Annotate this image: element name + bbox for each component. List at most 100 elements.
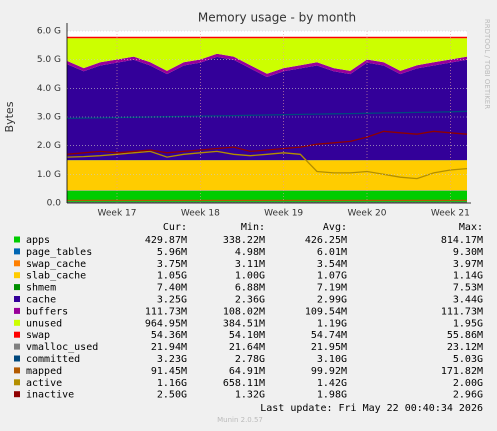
- y-tick-label: 4.0 G: [37, 84, 61, 94]
- legend-value: 338.22M: [223, 235, 265, 246]
- legend-value: 5.96M: [157, 247, 187, 258]
- y-tick-label: 5.0 G: [37, 55, 61, 65]
- legend-value: 1.98G: [317, 390, 347, 401]
- legend-value: 1.95G: [453, 318, 483, 329]
- legend-value: 2.36G: [235, 295, 265, 306]
- area: [67, 36, 467, 39]
- legend-value: 3.97M: [453, 259, 483, 270]
- legend-label: swap_cache: [26, 259, 86, 270]
- legend-value: 3.11M: [235, 259, 265, 270]
- legend-swatch: [14, 272, 20, 279]
- line: [66, 110, 468, 120]
- legend-value: 1.07G: [317, 271, 347, 282]
- legend-value: 814.17M: [441, 235, 483, 246]
- y-tick-label: 6.0 G: [37, 27, 61, 37]
- y-tick-label: 2.0 G: [37, 141, 61, 151]
- legend-value: 4.98M: [235, 247, 265, 258]
- legend-swatch: [14, 296, 20, 302]
- legend-value: 111.73M: [145, 306, 187, 317]
- legend-swatch: [14, 391, 20, 398]
- legend-label: buffers: [26, 306, 68, 317]
- legend-value: 5.03G: [453, 354, 483, 365]
- legend-value: 108.02M: [223, 306, 265, 317]
- legend-value: 64.91M: [229, 366, 265, 377]
- legend-swatch: [14, 284, 20, 291]
- legend-value: 426.25M: [305, 235, 347, 246]
- legend-header: Avg:: [323, 222, 347, 233]
- x-tick-label: Week 18: [181, 209, 220, 219]
- legend-value: 7.40M: [157, 283, 187, 294]
- legend-value: 964.95M: [145, 318, 187, 329]
- legend-label: inactive: [26, 390, 74, 401]
- legend-value: 7.53M: [453, 283, 483, 294]
- legend-value: 2.99G: [317, 295, 347, 306]
- footer: Last update: Fri May 22 00:40:34 2026: [260, 403, 483, 414]
- legend-swatch: [14, 331, 20, 338]
- legend-header: Min:: [241, 222, 265, 233]
- legend-value: 3.44G: [453, 295, 483, 306]
- y-axis-label: Bytes: [3, 101, 16, 132]
- legend-value: 384.51M: [223, 318, 265, 329]
- legend-value: 21.94M: [151, 342, 187, 353]
- legend-value: 171.82M: [441, 366, 483, 377]
- legend-value: 2.96G: [453, 390, 483, 401]
- legend-label: committed: [26, 354, 80, 365]
- plot: [66, 36, 468, 204]
- legend-label: apps: [26, 235, 50, 246]
- x-tick-label: Week 19: [264, 209, 303, 219]
- legend-value: 54.74M: [311, 330, 347, 341]
- area: [67, 190, 467, 203]
- legend-label: unused: [26, 318, 62, 329]
- x-tick-label: Week 20: [348, 209, 387, 219]
- legend-value: 21.64M: [229, 342, 265, 353]
- legend-swatch: [14, 307, 20, 314]
- x-tick-label: Week 21: [431, 209, 470, 219]
- legend-value: 2.00G: [453, 378, 483, 389]
- legend-header: Cur:: [163, 222, 187, 233]
- legend-label: cache: [26, 295, 56, 306]
- legend-value: 55.86M: [447, 330, 483, 341]
- legend-value: 1.14G: [453, 271, 483, 282]
- legend-swatch: [14, 367, 20, 374]
- legend-swatch: [14, 379, 20, 386]
- area: [67, 160, 467, 191]
- legend-value: 9.30M: [453, 247, 483, 258]
- legend-value: 3.75M: [157, 259, 187, 270]
- line: [66, 130, 468, 155]
- legend-label: page_tables: [26, 247, 92, 258]
- legend-value: 1.19G: [317, 318, 347, 329]
- legend-value: 658.11M: [223, 378, 265, 389]
- legend-value: 99.92M: [311, 366, 347, 377]
- legend-value: 2.50G: [157, 390, 187, 401]
- legend-value: 21.95M: [311, 342, 347, 353]
- legend-value: 3.23G: [157, 354, 187, 365]
- legend-value: 91.45M: [151, 366, 187, 377]
- legend-header: Max:: [459, 222, 483, 233]
- legend-value: 54.10M: [229, 330, 265, 341]
- side-label: RRDTOOL / TOBI OETIKER: [483, 19, 491, 109]
- legend-value: 109.54M: [305, 306, 347, 317]
- legend-value: 54.36M: [151, 330, 187, 341]
- legend-label: active: [26, 378, 62, 389]
- legend-value: 2.78G: [235, 354, 265, 365]
- legend-swatch: [14, 236, 20, 243]
- legend-value: 3.54M: [317, 259, 347, 270]
- legend-label: vmalloc_used: [26, 342, 98, 353]
- legend-value: 6.88M: [235, 283, 265, 294]
- legend-value: 23.12M: [447, 342, 483, 353]
- legend-swatch: [14, 355, 20, 362]
- legend-value: 1.00G: [235, 271, 265, 282]
- y-tick-label: 1.0 G: [37, 170, 61, 180]
- legend-value: 3.25G: [157, 295, 187, 306]
- legend-label: shmem: [26, 283, 56, 294]
- legend-swatch: [14, 319, 20, 326]
- legend-label: swap: [26, 330, 50, 341]
- legend-value: 1.42G: [317, 378, 347, 389]
- area: [67, 38, 467, 74]
- legend-value: 1.16G: [157, 378, 187, 389]
- line: [66, 150, 468, 180]
- legend-value: 111.73M: [441, 306, 483, 317]
- legend-value: 429.87M: [145, 235, 187, 246]
